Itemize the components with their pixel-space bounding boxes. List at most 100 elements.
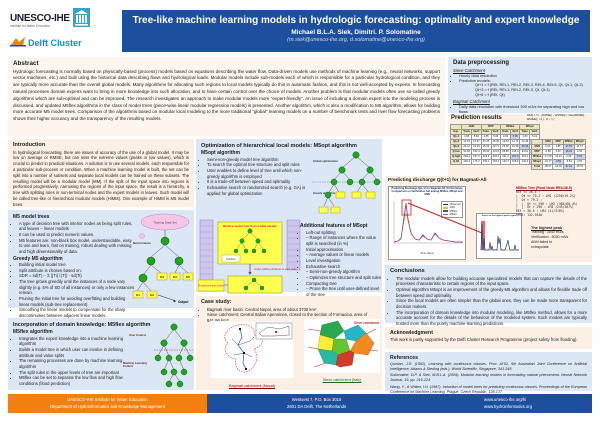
m5flex-bullet: Integrates the expert knowledge into a m… [19,336,135,347]
case-study-heading: Case study: [201,299,232,305]
legend-chip-m5opt [443,213,449,216]
title-banner: Tree-like machine learning models in hyd… [122,10,590,52]
peak-zoom-plot [480,220,519,250]
tree-line: | | Qt > 296 : LM3 (245/107%) [516,205,574,210]
introduction-text: In hydrological forecasting, there are i… [13,149,189,207]
highest-peak-lines: Training : 3040 m3/s Verification : 5030 … [531,230,592,250]
conclusion-bullet: The incorporation of domain knowledge in… [396,310,587,327]
conclusions-heading: Conclusions [390,268,425,274]
conclusion-bullet: Optimal algorithm M5opt is an improvemen… [396,287,587,298]
poster-emails: (m.siek@unesco-ihe.org, d.solomatine@une… [287,36,425,43]
delft-cluster-icon [10,34,26,52]
peak-line: Training : 3040 m3/s [531,230,564,234]
equation: Qt+3 = f (REt, REt-1, REt-2, REt-3, Qt, … [475,87,550,92]
m5flex-main-heading: Incorporation of domain knowledge: M5fle… [13,322,151,328]
peak-line: Verification : 5030 m3/s [531,235,569,240]
bagmati-bullet: Daily data resolution with threshold 300… [459,104,587,114]
reference-item: Solomatine, D.P. & Siek, M.B.L.A. (2006)… [390,373,587,383]
svg-text:Output: Output [178,300,189,304]
poster-title: Tree-like machine learning models in hyd… [132,15,580,26]
feature-bullet: Level investigation [306,258,382,264]
m5-bullet: It can be used to predict numeric values… [19,232,135,238]
poster-authors: Michael B.L.A. Siek, Dimitri. P. Solomat… [291,28,421,36]
introduction-section: Introduction In hydrological forecasting… [8,139,194,207]
conclusion-bullet: Since the local models are often simpler… [396,298,587,309]
table-cell: 37.16 [562,164,575,171]
greedy-bullet: Smoothing the linear models to compensat… [19,307,135,318]
data-preprocessing-heading: Data preprocessing [453,60,510,66]
bagmati-all-subheading: Predicting discharge Q(t+1) for Bagmati-… [388,178,487,183]
tree-line: | Qt <= 79.2 : LM1 (1250/19.2%) [516,193,576,198]
prediction-results-heading: Prediction results [451,115,502,121]
table-cell: 150.1 [480,159,492,166]
m5flex-bullet: The remaining processes are done by mach… [19,358,135,369]
svg-text:Training Data Set: Training Data Set [153,221,176,225]
legend-chip-m5flex [443,210,449,212]
feature-bullet: – Semi-non-greedy algorithm [306,269,382,275]
feature-bullet: – Prune the tree until user-defined leve… [306,286,382,297]
footer-org-line2: Department of Hydroinformatics and Knowl… [50,403,165,409]
sieve-catchment-subheading: Sieve Catchment [453,67,485,73]
svg-text:M3: M3 [160,275,164,279]
svg-text:M4: M4 [173,275,177,279]
case-study-bullet: Bagmati river basin: Central Nepal, area… [207,307,377,313]
m5flex-bullet: Builds a model tree in which user can in… [19,347,135,358]
rmse-table: ANN M5P M5flex M5opt Exp. Train. Verif. Train. V… [449,123,540,166]
references-heading: References [390,355,418,361]
footer-url-hydroinformatics: www.hydroinformatics.org [484,403,532,409]
m5-bullet: A type of decision tree with interior no… [19,221,135,232]
m5flex-bullet: M5flex can be set to separate the low fl… [19,375,135,386]
reference-item: Quinlan, J.R. (1992). Learning with cont… [390,362,587,371]
references-list: Quinlan, J.R. (1992). Learning with cont… [390,362,587,395]
svg-text:Partition: Partition [226,257,236,261]
greedy-m5-heading: Greedy M5 algorithm [13,255,63,262]
peak-line: extrapolate [531,245,549,250]
svg-text:Global optimization: Global optimization [313,159,338,163]
tree-line: REt > 36.5 : LM4 (41/318%) [516,209,565,214]
table-cell: 49.78 [573,164,586,171]
tree-line: RMSE: 132.1646 [516,213,543,218]
m5opt-process-diagram: Build a model tree from a data cluster P… [198,219,301,294]
tree-line: | | Qt <= 296 : LM2 (464/60.4%) [516,201,578,206]
m5opt-bullet: Semi-non-greedy model tree algorithm [207,157,313,163]
m5flex-tree-diagram [154,323,194,388]
feature-bullet: – Range of instances where the value spl… [306,235,382,246]
logo-block: UNESCO-IHE Institute for Water Education [10,8,118,52]
delft-cluster-logo-text: Delft Cluster [28,38,82,48]
conclusions-bullets: The modular models allow for building ac… [390,276,587,327]
m5flex-tree-lines: REt <= 36.5 : | Qt <= 79.2 : LM1 (1250/19… [516,190,592,218]
footer-url-unesco: www.unesco-ihe.org/hi [484,397,527,402]
sieve-bullet: Hourly data resolution [459,73,587,78]
table-cell: 132.2 [500,159,511,166]
table-header-cell: Total [530,164,544,171]
machine-learning-control-label: Machine Learning Control [123,361,147,369]
user-control-label: User Control [129,333,146,337]
m5opt-subheading: M5opt algorithm [201,150,240,156]
unesco-ihe-logo-subtext: Institute for Water Education [10,23,51,28]
tree-line: REt <= 36.5 : [516,190,541,194]
greedy-bullet: Split attribute is chosen based on: [19,268,135,274]
sm-formula: SMij = ½ · (RMSEj − RMSEi) / max(RMSEj ,… [527,113,586,121]
case-study-bullets: Bagmati river basin: Central Nepal, area… [201,307,377,324]
m5opt-bullets: Semi-non-greedy model tree algorithmTo s… [201,157,313,197]
abstract-section: Abstract Hydrologic forecasting is norma… [8,57,445,136]
greedy-bullet: Pruning the initial tree for avoiding ov… [19,296,135,307]
references-section: References Quinlan, J.R. (1992). Learnin… [385,352,592,394]
table-cell: 158.6 [510,159,521,166]
greedy-m5-items: Building initial model tree.Split attrib… [13,262,135,319]
greedy-bullet: The tree grows greedily until the instan… [19,279,135,296]
abstract-text: Hydrologic forecasting is normally based… [13,68,440,122]
chart-legend: Observed ANN M5flex M5opt [440,201,463,218]
greedy-bullet: Building initial model tree. [19,262,135,268]
highest-peak-heading: The highest peak [531,226,563,230]
m5flex-bullets: Integrates the expert knowledge into a m… [13,336,135,387]
footer-org-line1: UNESCO-IHE Institute for Water Education [67,397,148,402]
table-cell: 176.2 [471,159,482,166]
model-comparison-table: ANN M5P M5flex M5opt ANN 0.00 4.85 17.65 43.77 M5… [530,138,586,171]
sieve-map: Sieve catchment Sieve catchment (Italy) [304,319,380,382]
m5flex-tree-title: M5flex Tree (Root Node REt=36.5) [516,186,572,190]
conclusion-bullet: The modular models allow for building ac… [396,276,587,287]
svg-text:Greedy algorithm: Greedy algorithm [313,191,336,195]
feature-bullet: Initial approximation [306,247,382,253]
